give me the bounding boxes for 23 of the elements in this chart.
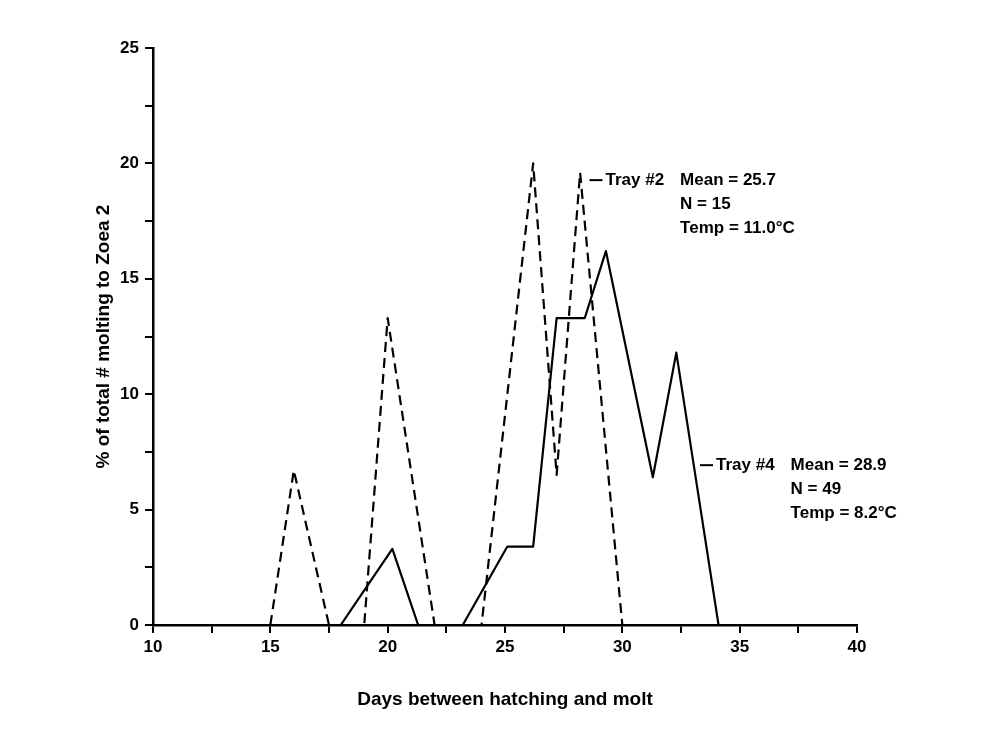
annotation: Temp = 11.0°C — [680, 217, 795, 237]
y-tick-label: 0 — [129, 614, 139, 634]
annotation: Tray #4 — [716, 454, 776, 474]
annotation: Mean = 28.9 — [790, 454, 887, 474]
x-tick-label: 35 — [730, 636, 750, 656]
y-tick-label: 20 — [120, 153, 139, 173]
annotation: Temp = 8.2°C — [790, 502, 897, 522]
x-tick-label: 15 — [260, 636, 280, 656]
annotation: N = 15 — [680, 193, 731, 213]
x-tick-label: 30 — [612, 636, 632, 656]
x-tick-label: 10 — [143, 636, 163, 656]
annotation: N = 49 — [790, 478, 842, 498]
y-tick-label: 25 — [120, 37, 139, 57]
x-axis-title: Days between hatching and molt — [357, 687, 654, 709]
annotation: Tray #2 — [605, 169, 665, 189]
x-tick-label: 40 — [847, 636, 867, 656]
annotation: Mean = 25.7 — [680, 169, 777, 189]
x-tick-label: 20 — [378, 636, 398, 656]
x-tick-label: 25 — [495, 636, 515, 656]
y-tick-label: 10 — [120, 383, 139, 403]
y-tick-label: 5 — [129, 499, 139, 519]
y-axis-title: % of total # molting to Zoea 2 — [91, 204, 113, 469]
y-tick-label: 15 — [120, 268, 139, 288]
